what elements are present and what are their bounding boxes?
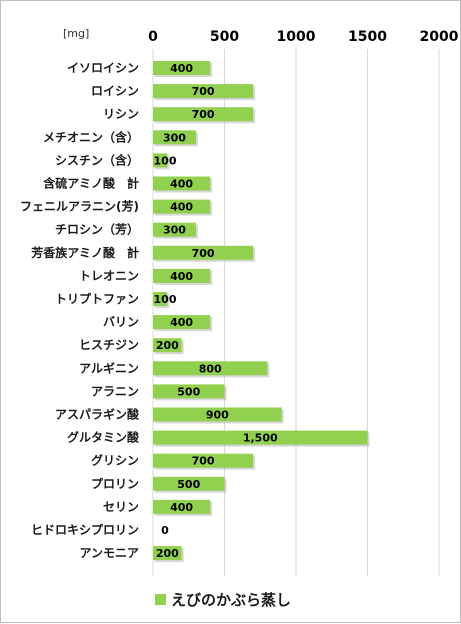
data-label: 100: [154, 154, 177, 167]
bar: [153, 61, 211, 75]
data-label: 1,500: [243, 432, 278, 445]
data-label: 400: [170, 316, 193, 329]
data-label: 400: [170, 201, 193, 214]
data-label: 500: [177, 478, 200, 491]
category-label: バリン: [103, 315, 139, 329]
category-label: アラニン: [91, 384, 139, 398]
bar: [153, 107, 254, 122]
data-label: 200: [156, 339, 179, 352]
category-label: アンモニア: [79, 546, 139, 560]
bar: [153, 153, 168, 168]
category-label: トレオニン: [79, 269, 139, 283]
bar: [153, 338, 182, 353]
bar: [153, 361, 268, 376]
legend-label: えびのかぶら蒸し: [171, 591, 291, 609]
category-label: グリシン: [91, 453, 139, 468]
bar: [153, 222, 196, 237]
bar: [153, 130, 196, 145]
category-label: プロリン: [91, 476, 139, 491]
category-label: フェニルアラニン(芳): [20, 199, 139, 214]
bar: [153, 292, 168, 306]
bar: [153, 315, 211, 330]
unit-label: [mg]: [63, 27, 89, 40]
category-label: ロイシン: [91, 84, 139, 98]
category-label: トリプトファン: [55, 291, 139, 306]
category-label: アルギニン: [79, 360, 139, 375]
data-label: 300: [163, 131, 186, 144]
x-tick-label: 1500: [348, 29, 387, 45]
bar: [153, 199, 211, 214]
data-label: 400: [170, 62, 193, 75]
data-label: 200: [156, 547, 179, 560]
category-label: イソロイシン: [67, 61, 139, 75]
legend: えびのかぶら蒸し: [155, 591, 291, 609]
x-tick-label: 2000: [420, 29, 459, 45]
data-label: 800: [199, 362, 222, 375]
bar: [153, 268, 211, 283]
bar: [153, 453, 254, 468]
category-label: リシン: [103, 107, 139, 121]
category-label: グルタミン酸: [67, 430, 140, 445]
category-label: 含硫アミノ酸 計: [43, 176, 139, 191]
data-label: 700: [192, 455, 215, 468]
x-axis-ticks: 0 500 1000 1500 2000: [148, 29, 459, 45]
data-label: 500: [177, 385, 200, 398]
bar: [153, 407, 282, 422]
x-tick-label: 0: [148, 29, 158, 45]
bars: 400 700 700 300 100 400 400 300 700 400 100 400 200 8…: [153, 61, 370, 563]
bar: [153, 84, 254, 99]
bar: [153, 384, 225, 399]
category-label: ヒドロキシプロリン: [31, 522, 139, 537]
data-label: 400: [170, 501, 193, 514]
data-label: 700: [192, 85, 215, 98]
data-label: 700: [192, 247, 215, 260]
data-label: 400: [170, 178, 193, 191]
data-label: 700: [192, 108, 215, 121]
bar: [153, 430, 368, 445]
bar: [153, 245, 254, 260]
bar: [153, 499, 211, 514]
data-label: 300: [163, 224, 186, 237]
bar: [153, 546, 182, 561]
category-label: シスチン（含）: [55, 152, 139, 167]
data-label: 400: [170, 270, 193, 283]
category-label: メチオニン（含）: [43, 129, 139, 144]
data-label: 0: [161, 524, 169, 537]
gridlines: [152, 49, 440, 576]
bar: [153, 476, 225, 491]
category-label: チロシン（芳）: [55, 222, 139, 237]
x-tick-label: 1000: [277, 29, 316, 45]
legend-swatch: [155, 594, 166, 605]
data-label: 900: [206, 409, 229, 422]
data-label: 100: [154, 293, 177, 306]
bar: [153, 176, 211, 191]
category-label: セリン: [103, 500, 139, 514]
category-label: ヒスチジン: [79, 338, 139, 352]
x-tick-label: 500: [210, 29, 239, 45]
category-label: 芳香族アミノ酸 計: [31, 245, 139, 260]
category-label: アスパラギン酸: [55, 407, 140, 422]
